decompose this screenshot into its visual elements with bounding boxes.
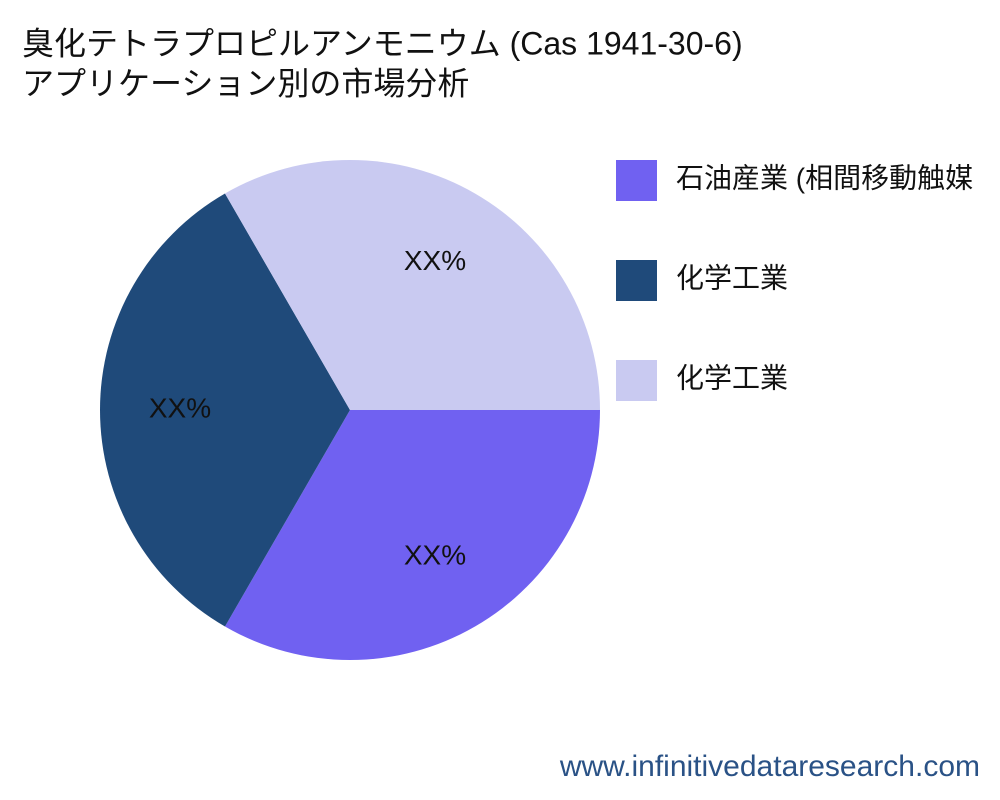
data-label: XX% [149, 392, 211, 423]
legend-label: 石油産業 (相間移動触媒 [676, 162, 973, 193]
legend-swatch [616, 360, 657, 401]
chart-title: アプリケーション別の市場分析 [22, 65, 469, 101]
pie-slice [225, 410, 600, 660]
legend-label: 化学工業 [676, 262, 788, 293]
chart-title: 臭化テトラプロピルアンモニウム (Cas 1941-30-6) [22, 25, 743, 61]
watermark: www.infinitivedataresearch.com [559, 750, 980, 783]
data-label: XX% [404, 540, 466, 571]
legend-label: 化学工業 [676, 362, 788, 393]
legend-swatch [616, 260, 657, 301]
legend-swatch [616, 160, 657, 201]
pie-slice [225, 160, 600, 410]
data-label: XX% [404, 245, 466, 276]
